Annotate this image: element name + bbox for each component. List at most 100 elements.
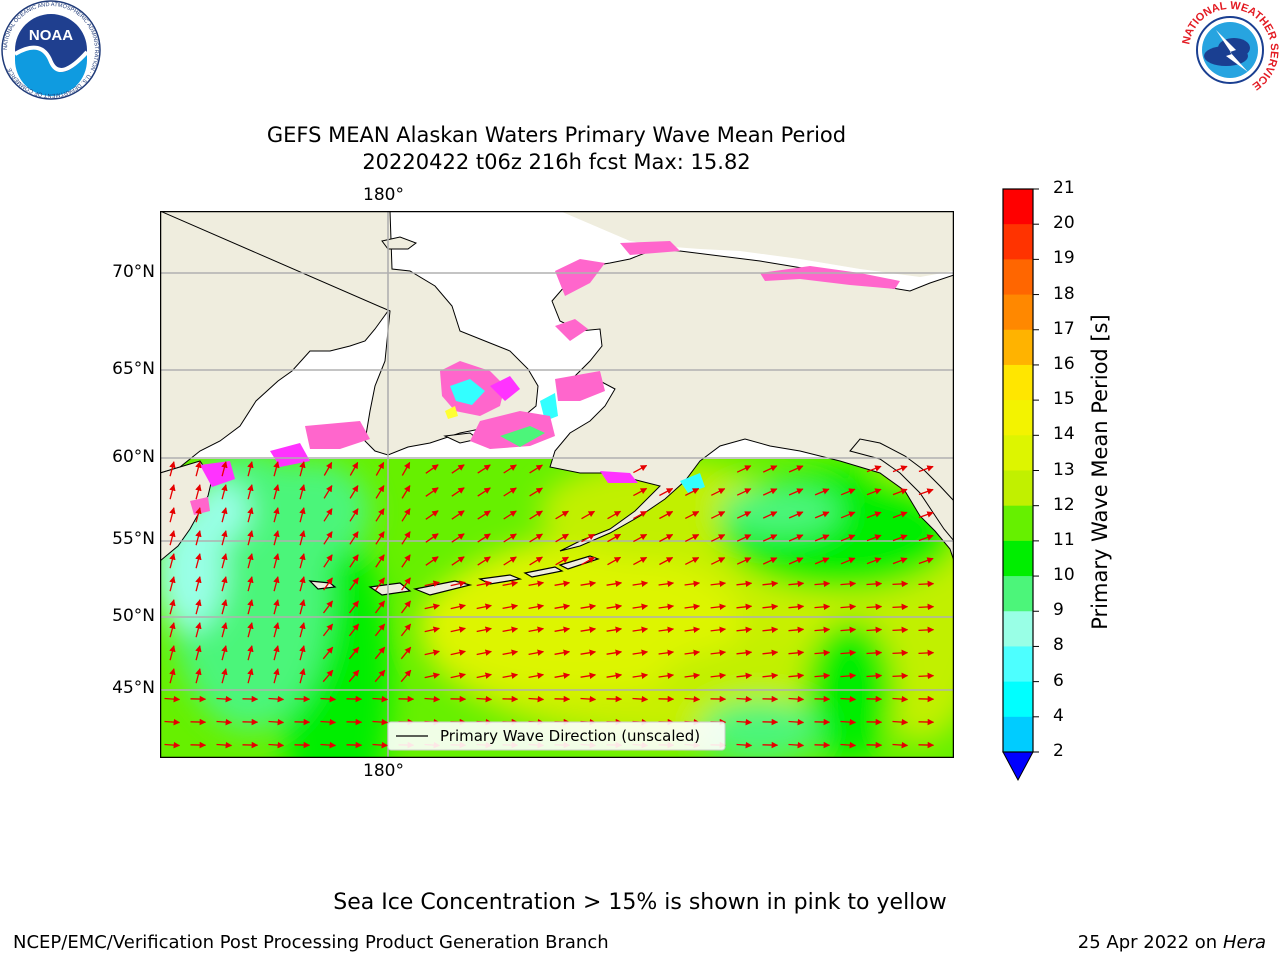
lon-label-top: 180° <box>363 185 404 205</box>
wave-arrow <box>788 534 804 542</box>
colorbar-band <box>1003 470 1033 507</box>
wave-arrow <box>736 741 753 749</box>
wave-arrow <box>320 695 337 703</box>
colorbar-band <box>1003 611 1033 647</box>
wave-arrow <box>375 554 385 568</box>
wave-arrow <box>323 485 333 499</box>
land-wrangel-island <box>381 236 418 250</box>
wave-arrow <box>710 603 727 611</box>
wave-arrow <box>918 488 934 496</box>
wave-arrow <box>658 649 675 657</box>
wave-arrow <box>711 511 726 519</box>
wave-arrow <box>736 649 753 657</box>
wave-arrow <box>606 649 623 656</box>
wave-arrow <box>633 556 648 566</box>
wave-arrow <box>322 669 334 683</box>
colorbar-tick-label: 10 <box>1053 565 1075 586</box>
wave-arrow <box>529 510 543 520</box>
wave-arrow <box>349 508 359 522</box>
wave-arrow <box>580 626 597 633</box>
wave-arrow <box>762 603 779 611</box>
wave-arrow <box>840 695 857 703</box>
wave-arrow <box>658 626 675 634</box>
wave-arrow <box>349 554 359 568</box>
wave-arrow <box>866 603 883 611</box>
wave-arrow <box>375 508 385 522</box>
wave-arrow <box>788 465 804 473</box>
wave-arrow <box>711 488 726 496</box>
wave-arrow <box>892 465 908 473</box>
wave-arrow <box>840 534 856 542</box>
wave-arrow <box>221 599 228 615</box>
wave-arrow <box>840 672 857 680</box>
wave-arrow <box>840 649 857 657</box>
wave-arrow <box>247 530 254 546</box>
wave-arrow <box>736 626 753 634</box>
wave-arrow <box>918 649 935 657</box>
wave-arrow <box>247 553 254 569</box>
wave-arrow <box>580 649 597 656</box>
colorbar-band <box>1003 364 1033 401</box>
wave-arrow <box>502 580 519 587</box>
wave-arrow <box>424 580 440 587</box>
wave-arrow <box>451 487 465 497</box>
lat-label-55: 55°N <box>112 529 155 549</box>
wave-arrow <box>195 599 202 615</box>
wave-arrow <box>840 488 856 496</box>
wave-arrow <box>375 461 385 476</box>
wave-arrow <box>659 533 674 543</box>
wave-arrow <box>400 646 412 660</box>
wave-arrow <box>866 672 883 680</box>
wave-arrow <box>216 718 233 726</box>
wave-arrow <box>375 577 385 591</box>
wave-arrow <box>502 649 519 656</box>
wave-arrow <box>299 622 306 638</box>
wave-arrow <box>892 488 908 496</box>
wave-arrow <box>918 603 935 611</box>
wave-arrow <box>632 580 649 587</box>
wave-arrow <box>892 603 909 611</box>
wave-arrow <box>299 507 306 523</box>
map-canvas: Primary Wave Direction (unscaled) <box>160 211 954 758</box>
wave-arrow <box>164 741 181 749</box>
wave-arrow <box>450 580 466 587</box>
wave-arrow <box>840 741 857 749</box>
wave-arrow <box>299 599 306 615</box>
wave-arrow <box>814 534 830 542</box>
wave-arrow <box>374 623 386 637</box>
wave-arrow <box>892 580 909 588</box>
wave-arrow <box>659 556 674 566</box>
map-frame <box>160 211 954 758</box>
wave-arrow <box>273 599 280 615</box>
wave-arrow <box>216 741 233 749</box>
wave-arrow <box>840 603 857 611</box>
wave-arrow <box>247 599 254 615</box>
wave-arrow <box>840 557 856 565</box>
wave-arrow <box>374 600 386 614</box>
wave-arrow <box>299 668 306 684</box>
wave-arrow <box>273 484 280 500</box>
wave-arrow <box>195 530 202 546</box>
colorbar-tick-label: 17 <box>1053 318 1075 339</box>
wave-arrow <box>503 510 517 520</box>
wave-arrow <box>401 508 411 522</box>
wave-arrow <box>247 668 254 684</box>
wave-arrow <box>710 626 727 634</box>
wave-arrow <box>711 557 726 565</box>
colorbar-tick-label: 12 <box>1053 494 1075 515</box>
wave-arrow <box>401 461 411 476</box>
colorbar-band <box>1003 329 1033 366</box>
wave-arrow <box>606 580 623 587</box>
wave-arrow <box>840 626 857 634</box>
wave-arrow <box>503 464 517 474</box>
wave-arrow <box>503 533 517 543</box>
lat-label-60: 60°N <box>112 447 155 467</box>
wave-arrow <box>247 645 254 661</box>
wave-arrow <box>632 626 649 633</box>
colorbar-band <box>1003 259 1033 296</box>
wave-arrow <box>580 580 597 587</box>
wave-arrow <box>554 580 571 587</box>
wave-arrow <box>555 556 569 566</box>
wave-arrow <box>788 580 805 588</box>
wave-arrow <box>607 510 622 520</box>
